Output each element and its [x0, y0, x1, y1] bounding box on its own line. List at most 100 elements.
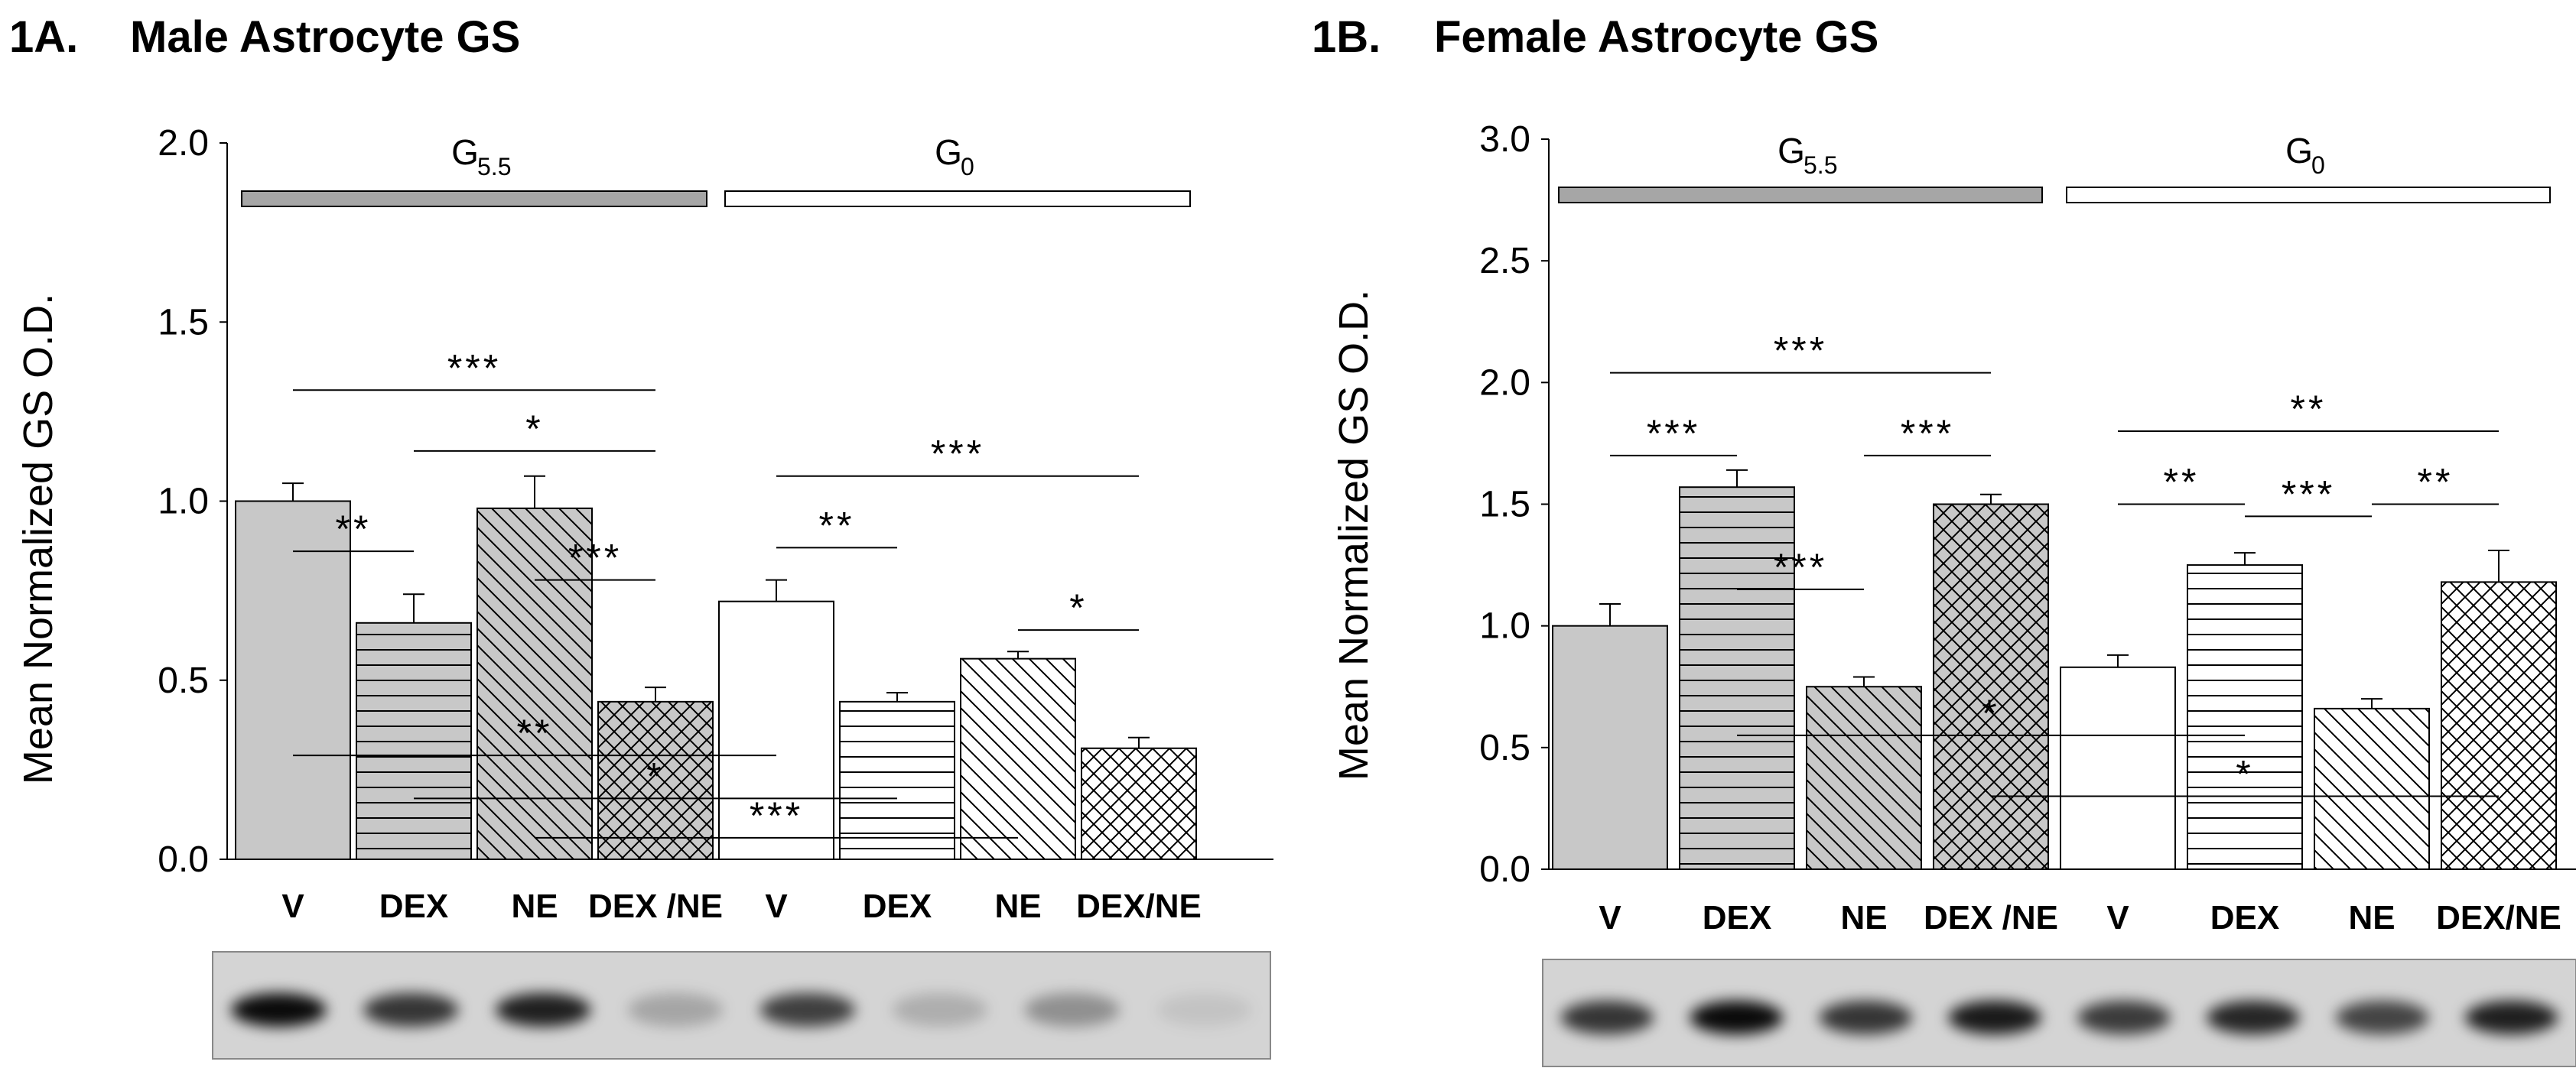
panel-b-blot-band: [1690, 1001, 1784, 1034]
panel-b-significance-label: ***: [1647, 412, 1700, 455]
panel-b-category-label: V: [1599, 899, 1621, 937]
panel-a-bar-pattern: [961, 658, 1075, 859]
panel-b-blot-band: [1948, 1001, 2041, 1034]
panel-a-category-label: NE: [511, 888, 558, 925]
panel-a-title: Male Astrocyte GS: [130, 12, 520, 62]
panel-b-group-label-subscript: 0: [2311, 151, 2325, 179]
panel-a-category-label: NE: [994, 888, 1041, 925]
panel-b-significance-label: ***: [2282, 472, 2335, 515]
panel-b-group-label-subscript: 5.5: [1804, 151, 1837, 179]
panel-b-category-label: V: [2106, 899, 2129, 937]
panel-a-significance-label: *: [646, 755, 664, 797]
panel-b-category-label: DEX: [2210, 899, 2279, 937]
panel-a-ytick-label: 0.5: [158, 661, 209, 701]
panel-b-title-label: 1B.: [1312, 12, 1381, 62]
panel-a-plot: 0.0 0.5 1.0 1.5 2.0 V DEX NE DEX /NE V DEX NE DEX/NE…: [158, 123, 1273, 925]
panel-b-category-label: DEX /NE: [1924, 899, 2058, 937]
panel-a-ylabel: Mean Normalized GS O.D.: [15, 294, 61, 784]
panel-b-blot-band: [1819, 1001, 1912, 1034]
panel-a-ytick-label: 1.0: [158, 482, 209, 522]
panel-a-western-blot: [212, 951, 1271, 1060]
panel-a-blot-band: [627, 993, 724, 1027]
panel-b-significance-label: ***: [1901, 412, 1954, 455]
panel-b-blot-band: [2207, 1001, 2300, 1034]
panel-b-ytick-label: 0.5: [1479, 728, 1530, 768]
panel-b-significance-label: **: [2164, 461, 2200, 504]
panel-a-category-label: DEX: [863, 888, 932, 925]
panel-b-ytick-label: 2.0: [1479, 362, 1530, 403]
panel-b-blot-band: [2335, 1001, 2429, 1034]
panel-a-bar-fill: [236, 501, 350, 859]
panel-a-bar-pattern: [1081, 748, 1196, 859]
panel-b-significance-label: ***: [1774, 329, 1827, 372]
panel-a-bar-pattern: [477, 508, 592, 859]
panel-a-category-label: DEX: [379, 888, 448, 925]
panel-b-blot-band: [2464, 1001, 2558, 1034]
panel-b-bar-pattern: [1680, 487, 1794, 869]
panel-a-significance-label: ***: [447, 346, 501, 389]
panel-a-significance-label: **: [336, 508, 372, 550]
panel-b-group-label: G: [2285, 131, 2313, 170]
panel-b-ytick-label: 0.0: [1479, 849, 1530, 890]
panel-a-blot-band: [1024, 993, 1120, 1027]
panel-b-category-label: NE: [1840, 899, 1887, 937]
panel-b-bar-pattern: [2314, 708, 2429, 869]
panel-a-group-label: G: [451, 132, 479, 172]
panel-a-ytick-label: 2.0: [158, 123, 209, 164]
panel-b-blot-band: [1560, 1001, 1654, 1034]
panel-a-category-label: V: [765, 888, 788, 925]
panel-a-significance-label: **: [819, 504, 855, 547]
panel-a-significance-label: ***: [568, 537, 622, 579]
panel-b-ytick-label: 3.0: [1479, 119, 1530, 160]
panel-b-ytick-label: 2.5: [1479, 241, 1530, 281]
panel-b-category-label: DEX: [1703, 899, 1771, 937]
panel-a-significance-label: **: [517, 712, 553, 755]
panel-a-bar-pattern: [598, 701, 713, 859]
panel-b-bar-pattern: [1934, 504, 2048, 869]
panel-b-significance-label: *: [1982, 692, 1999, 735]
panel-a-bar-pattern: [840, 701, 955, 859]
panel-b-category-label: NE: [2348, 899, 2395, 937]
panel-b-group-bar: [1558, 187, 2043, 203]
panel-a-blot-band: [495, 993, 591, 1027]
panel-a-category-label: DEX/NE: [1076, 888, 1202, 925]
panel-b-ylabel: Mean Normalized GS O.D.: [1331, 290, 1377, 781]
panel-a-blot-band: [1156, 993, 1252, 1027]
panel-a-significance-label: *: [1069, 586, 1087, 629]
panel-b-bar-pattern: [2441, 582, 2556, 869]
panel-a-group-bar: [241, 190, 707, 207]
panel-a-group-label: G: [935, 132, 962, 172]
panel-b-bar-pattern: [1807, 687, 1921, 869]
panel-b-bar-fill: [2060, 667, 2175, 869]
panel-a-ytick-label: 1.5: [158, 302, 209, 342]
panel-a-blot-band: [363, 993, 459, 1027]
panel-b-title: Female Astrocyte GS: [1434, 12, 1878, 62]
panel-b-plot: 0.0 0.5 1.0 1.5 2.0 2.5 3.0 V DEX NE DEX /NE V DEX NE…: [1479, 119, 2576, 937]
panel-a-group-label-subscript: 5.5: [477, 153, 511, 180]
panel-b-ytick-label: 1.5: [1479, 485, 1530, 525]
panel-a-title-label: 1A.: [9, 12, 78, 62]
panel-b-significance-label: *: [2236, 753, 2253, 796]
panel-a-significance-label: ***: [931, 433, 984, 476]
panel-a-bar-pattern: [356, 622, 471, 859]
panel-b-category-label: DEX/NE: [2436, 899, 2561, 937]
panel-b-group-label: G: [1778, 131, 1805, 170]
panel-b-blot-band: [2077, 1001, 2171, 1034]
panel-a-category-label: V: [281, 888, 304, 925]
panel-b-significance-label: ***: [1774, 546, 1827, 589]
panel-b-significance-label: **: [2291, 388, 2327, 430]
panel-a-blot-band: [231, 993, 327, 1027]
panel-a-ytick-label: 0.0: [158, 839, 209, 880]
panel-b-group-bar: [2066, 187, 2551, 203]
panel-a-significance-label: ***: [750, 794, 803, 837]
panel-b-ytick-label: 1.0: [1479, 606, 1530, 647]
panel-a-group-bar: [724, 190, 1191, 207]
panel-a-group-label-subscript: 0: [961, 153, 974, 180]
panel-b-significance-label: **: [2418, 461, 2454, 504]
panel-b-western-blot: [1542, 959, 2576, 1067]
panel-b-bar-pattern: [2187, 565, 2302, 869]
panel-a-significance-label: *: [525, 407, 543, 450]
panel-a-blot-band: [759, 993, 856, 1027]
panel-b-bar-fill: [1553, 625, 1667, 869]
